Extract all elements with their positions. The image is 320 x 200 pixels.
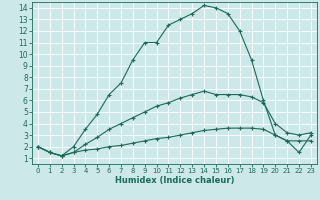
X-axis label: Humidex (Indice chaleur): Humidex (Indice chaleur): [115, 176, 234, 185]
